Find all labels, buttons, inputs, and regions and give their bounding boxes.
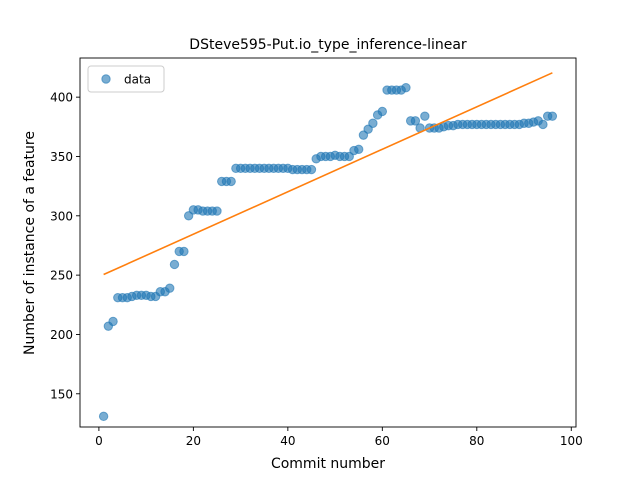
data-point (420, 111, 430, 121)
data-point (108, 316, 118, 327)
axes: 0 20 40 60 80 100 150 200 250 300 350 400 (50, 57, 583, 448)
data-point (354, 144, 364, 155)
x-tick-label: 80 (469, 434, 484, 448)
axes-frame (79, 57, 577, 428)
x-tick-label: 20 (186, 434, 201, 448)
data-point (547, 111, 558, 121)
x-tick-label: 100 (560, 434, 583, 448)
plot-area (98, 72, 558, 422)
data-point (377, 106, 388, 117)
legend: data (87, 65, 165, 93)
data-point (306, 164, 317, 175)
x-tick-label: 0 (95, 434, 103, 448)
data-point (98, 411, 109, 422)
y-tick-label: 200 (50, 328, 73, 342)
data-point (212, 206, 222, 216)
y-axis-label: Number of instance of a feature (22, 131, 38, 355)
data-point (165, 283, 175, 293)
data-point (410, 116, 421, 126)
fit-line (103, 72, 553, 276)
data-point (401, 82, 411, 93)
y-tick-label: 400 (50, 91, 73, 105)
data-point (538, 119, 548, 130)
data-point (179, 246, 189, 257)
legend-marker (101, 74, 111, 84)
x-axis-label: Commit number (271, 456, 385, 472)
x-tick-label: 40 (280, 434, 295, 448)
data-point (226, 176, 236, 187)
data-point (169, 259, 180, 270)
legend-box (87, 65, 165, 93)
data-point (368, 118, 378, 128)
legend-label: data (124, 73, 151, 87)
x-tick-label: 60 (375, 434, 390, 448)
y-tick-label: 150 (50, 387, 73, 401)
y-tick-label: 250 (50, 269, 73, 283)
y-tick-label: 300 (50, 209, 73, 223)
y-tick-label: 350 (50, 150, 73, 164)
chart-title: DSteve595-Put.io_type_inference-linear (189, 37, 467, 53)
